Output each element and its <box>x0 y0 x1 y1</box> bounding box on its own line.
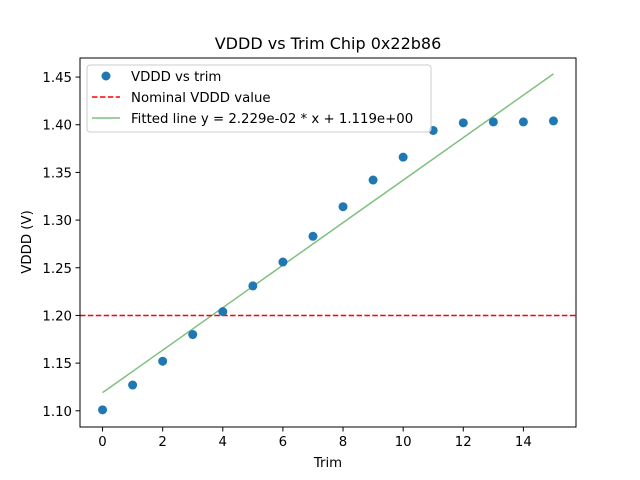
data-point <box>128 380 138 390</box>
fitted-line <box>102 73 554 394</box>
chart-title: VDDD vs Trim Chip 0x22b86 <box>215 34 442 53</box>
data-point <box>368 175 378 185</box>
y-tick-label: 1.40 <box>42 119 72 134</box>
y-tick-label: 1.45 <box>42 71 72 86</box>
y-tick-label: 1.10 <box>42 405 72 420</box>
legend-marker-scatter <box>101 71 111 81</box>
data-point <box>158 356 168 366</box>
data-point <box>398 152 408 162</box>
y-tick-label: 1.15 <box>42 357 72 372</box>
x-tick-label: 4 <box>219 435 227 450</box>
data-point <box>308 231 318 241</box>
data-point <box>188 330 198 340</box>
y-tick-label: 1.25 <box>42 262 72 277</box>
legend-box <box>86 64 432 133</box>
data-point <box>488 117 498 127</box>
x-tick-label: 10 <box>395 435 412 450</box>
x-tick-label: 12 <box>455 435 472 450</box>
legend: VDDD vs trim Nominal VDDD value Fitted lin… <box>86 64 432 133</box>
data-point <box>518 117 528 127</box>
x-tick-label: 0 <box>98 435 106 450</box>
legend-label: Fitted line y = 2.229e-02 * x + 1.119e+0… <box>131 112 413 127</box>
data-point <box>248 281 258 291</box>
y-tick-label: 1.20 <box>42 309 72 324</box>
x-axis-label: Trim <box>313 456 342 471</box>
x-tick-label: 6 <box>279 435 287 450</box>
axes: 0 2 4 6 8 10 12 14 1.10 1.15 1.20 1.25 1.30 1.35 1.40 1… <box>42 57 577 450</box>
x-tick-label: 2 <box>158 435 166 450</box>
data-point <box>548 116 558 126</box>
x-tick-label: 8 <box>339 435 347 450</box>
data-point <box>218 307 228 317</box>
axes-frame <box>79 57 577 428</box>
x-tick-label: 14 <box>515 435 532 450</box>
data-point <box>338 202 348 212</box>
legend-label: VDDD vs trim <box>131 70 221 85</box>
legend-label: Nominal VDDD value <box>131 91 271 106</box>
y-tick-label: 1.35 <box>42 166 72 181</box>
data-point <box>458 118 468 128</box>
data-marks <box>80 73 576 415</box>
y-axis-label: VDDD (V) <box>20 210 35 274</box>
data-point <box>278 257 288 267</box>
y-tick-label: 1.30 <box>42 214 72 229</box>
data-point <box>98 405 108 415</box>
